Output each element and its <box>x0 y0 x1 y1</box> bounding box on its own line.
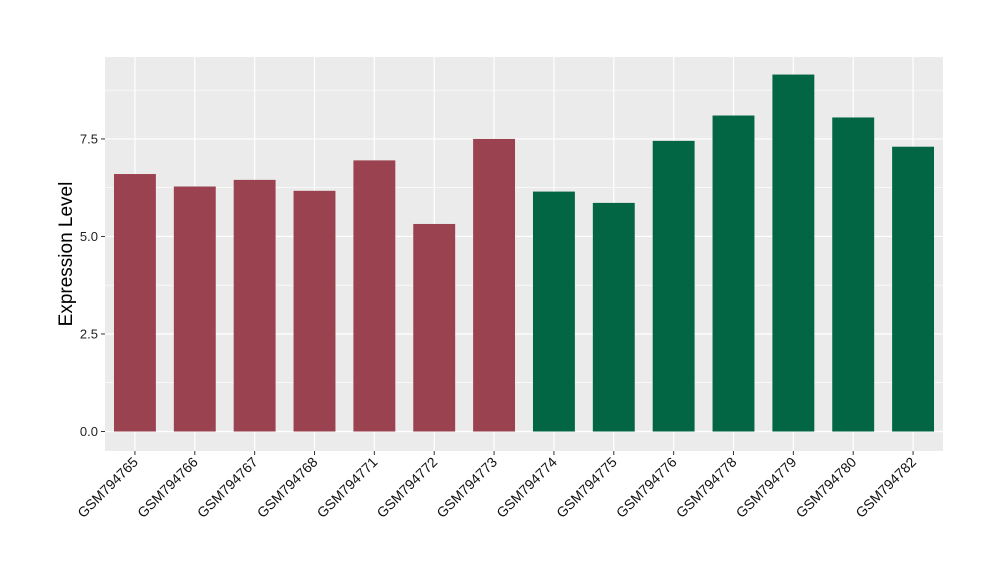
bar-GSM794775 <box>592 202 635 432</box>
bar-GSM794768 <box>293 190 336 432</box>
x-tick-label: GSM794776 <box>613 454 680 521</box>
y-axis-label: Expression Level <box>56 182 77 327</box>
x-axis: GSM794765GSM794766GSM794767GSM794768GSM7… <box>74 451 919 521</box>
y-tick-label: 2.5 <box>80 326 98 341</box>
bar-GSM794782 <box>892 146 935 432</box>
bar-GSM794771 <box>353 160 396 432</box>
x-tick-label: GSM794782 <box>852 454 919 521</box>
x-tick-label: GSM794772 <box>373 454 440 521</box>
x-tick-label: GSM794767 <box>194 454 261 521</box>
bar-GSM794766 <box>173 186 216 432</box>
bar-GSM794773 <box>473 138 516 432</box>
bar-GSM794780 <box>832 117 875 432</box>
bar-GSM794765 <box>113 174 156 432</box>
bar-GSM794778 <box>712 115 755 432</box>
x-tick-label: GSM794771 <box>314 454 381 521</box>
bar-GSM794776 <box>652 140 695 432</box>
bar-GSM794774 <box>532 191 575 432</box>
y-tick-label: 0.0 <box>80 424 98 439</box>
x-tick-label: GSM794773 <box>433 454 500 521</box>
plot-panel <box>105 57 943 451</box>
bar-GSM794767 <box>233 179 276 432</box>
bar-GSM794772 <box>413 223 456 432</box>
x-tick-label: GSM794768 <box>254 454 321 521</box>
x-tick-label: GSM794766 <box>134 454 201 521</box>
x-tick-label: GSM794780 <box>792 454 859 521</box>
x-tick-label: GSM794775 <box>553 454 620 521</box>
x-tick-label: GSM794779 <box>733 454 800 521</box>
y-axis: 0.0 2.5 5.0 7.5 <box>80 131 105 439</box>
y-tick-label: 5.0 <box>80 229 98 244</box>
x-tick-label: GSM794778 <box>673 454 740 521</box>
bar-GSM794779 <box>772 74 815 432</box>
x-tick-label: GSM794774 <box>493 454 560 521</box>
y-tick-label: 7.5 <box>80 131 98 146</box>
x-tick-label: GSM794765 <box>74 454 141 521</box>
bars <box>113 74 935 432</box>
